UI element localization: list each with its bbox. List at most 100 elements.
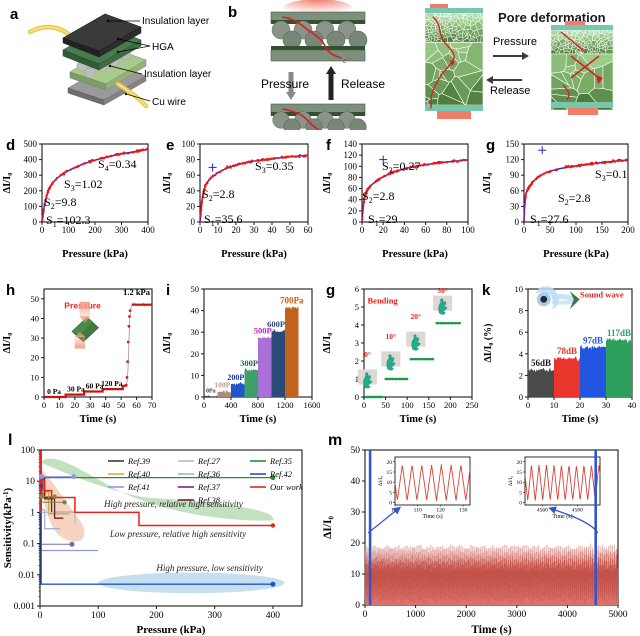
svg-text:Time (s): Time (s) (552, 513, 572, 520)
svg-text:500: 500 (24, 139, 38, 149)
svg-text:10: 10 (55, 400, 64, 410)
svg-text:1200: 1200 (277, 400, 294, 410)
svg-text:30: 30 (602, 400, 611, 410)
svg-text:20: 20 (517, 460, 523, 466)
svg-text:50: 50 (31, 294, 40, 304)
svg-text:1.2 kPa: 1.2 kPa (123, 287, 151, 297)
svg-text:0: 0 (353, 217, 358, 227)
svg-text:300: 300 (24, 170, 38, 180)
svg-text:1600: 1600 (304, 400, 321, 410)
svg-text:10°: 10° (386, 332, 397, 341)
svg-text:ΔI/I₀: ΔI/I₀ (322, 173, 333, 194)
svg-text:10: 10 (387, 480, 393, 486)
svg-text:ΔI/I₀: ΔI/I₀ (162, 333, 173, 354)
svg-text:20: 20 (576, 400, 585, 410)
svg-text:80: 80 (348, 172, 358, 182)
svg-text:150: 150 (595, 225, 609, 235)
svg-text:97dB: 97dB (583, 335, 603, 345)
svg-text:2000: 2000 (457, 610, 476, 620)
svg-text:3: 3 (355, 338, 359, 348)
svg-text:Pressure (kPa): Pressure (kPa) (221, 249, 287, 260)
svg-text:Ref.36: Ref.36 (197, 469, 221, 479)
svg-text:ΔI/I₀: ΔI/I₀ (162, 173, 173, 194)
svg-text:Our work: Our work (270, 482, 303, 492)
svg-text:g: g (486, 137, 495, 154)
svg-text:60: 60 (348, 184, 358, 194)
svg-text:S1=35.6: S1=35.6 (204, 212, 242, 228)
svg-text:5: 5 (389, 490, 392, 496)
svg-text:100: 100 (344, 161, 358, 171)
svg-text:140: 140 (344, 139, 358, 149)
svg-text:Time (s): Time (s) (562, 414, 599, 425)
svg-text:40: 40 (348, 195, 358, 205)
svg-text:Pressure (kPa): Pressure (kPa) (543, 249, 609, 260)
svg-text:m: m (328, 432, 342, 449)
svg-text:700Pa: 700Pa (280, 295, 304, 305)
svg-text:4580: 4580 (572, 508, 583, 514)
svg-text:0: 0 (355, 392, 359, 402)
svg-text:40: 40 (101, 400, 110, 410)
svg-text:Ref.39: Ref.39 (127, 456, 151, 466)
svg-text:40: 40 (191, 306, 200, 316)
svg-text:30: 30 (351, 508, 361, 518)
svg-text:40: 40 (351, 477, 361, 487)
svg-text:130: 130 (459, 508, 468, 514)
svg-text:120: 120 (436, 508, 445, 514)
svg-text:Ref.37: Ref.37 (197, 482, 221, 492)
svg-text:50: 50 (117, 400, 126, 410)
svg-text:100: 100 (91, 611, 106, 621)
svg-text:0: 0 (40, 225, 45, 235)
svg-text:10: 10 (351, 570, 361, 580)
svg-text:Sensitivity(kPa-1): Sensitivity(kPa-1) (2, 487, 14, 568)
svg-text:Low pressure, relative high se: Low pressure, relative high sensitivity (109, 529, 246, 539)
svg-text:4000: 4000 (558, 610, 577, 620)
svg-text:20: 20 (71, 400, 80, 410)
svg-text:40: 40 (400, 225, 410, 235)
svg-text:Time (s): Time (s) (240, 414, 277, 425)
svg-text:0: 0 (355, 601, 360, 611)
svg-text:20°: 20° (411, 312, 422, 321)
svg-text:0: 0 (198, 225, 203, 235)
svg-text:300: 300 (115, 225, 129, 235)
svg-text:20: 20 (186, 201, 196, 211)
svg-text:ΔI/I₀: ΔI/I₀ (2, 333, 13, 354)
svg-text:30: 30 (31, 333, 40, 343)
svg-text:120: 120 (344, 150, 358, 160)
svg-text:5000: 5000 (609, 610, 628, 620)
svg-text:30°: 30° (437, 286, 448, 295)
svg-text:100: 100 (21, 446, 36, 456)
svg-text:Sound wave: Sound wave (580, 290, 624, 300)
svg-text:0: 0 (363, 610, 368, 620)
svg-text:60: 60 (304, 225, 314, 235)
svg-text:50: 50 (381, 400, 390, 410)
svg-text:200: 200 (149, 611, 164, 621)
svg-text:Time (s): Time (s) (471, 624, 512, 636)
svg-text:Pressure: Pressure (261, 77, 309, 91)
svg-text:60: 60 (421, 225, 431, 235)
svg-text:ΔI/I₀: ΔI/I₀ (482, 173, 493, 194)
svg-text:HGA: HGA (152, 42, 174, 53)
svg-text:30: 30 (191, 327, 200, 337)
svg-text:0: 0 (38, 611, 43, 621)
svg-text:1000: 1000 (406, 610, 425, 620)
svg-text:30: 30 (86, 400, 95, 410)
svg-text:2: 2 (519, 370, 523, 380)
svg-text:150: 150 (422, 400, 435, 410)
svg-text:100: 100 (182, 139, 196, 149)
svg-text:0.001: 0.001 (14, 602, 36, 612)
svg-text:0: 0 (360, 225, 365, 235)
svg-text:0: 0 (33, 217, 38, 227)
svg-text:0.1: 0.1 (23, 540, 35, 550)
svg-text:30: 30 (250, 225, 260, 235)
svg-text:Release: Release (490, 85, 530, 97)
svg-text:120: 120 (506, 155, 520, 165)
svg-text:0.01: 0.01 (18, 571, 35, 581)
svg-text:Release: Release (341, 77, 385, 91)
svg-text:110: 110 (414, 508, 422, 514)
svg-text:117dB: 117dB (607, 328, 631, 338)
svg-text:0: 0 (519, 501, 522, 507)
svg-text:2: 2 (355, 356, 359, 366)
svg-text:e⁻: e⁻ (343, 56, 352, 65)
svg-text:90: 90 (510, 170, 520, 180)
svg-text:5: 5 (355, 302, 359, 312)
